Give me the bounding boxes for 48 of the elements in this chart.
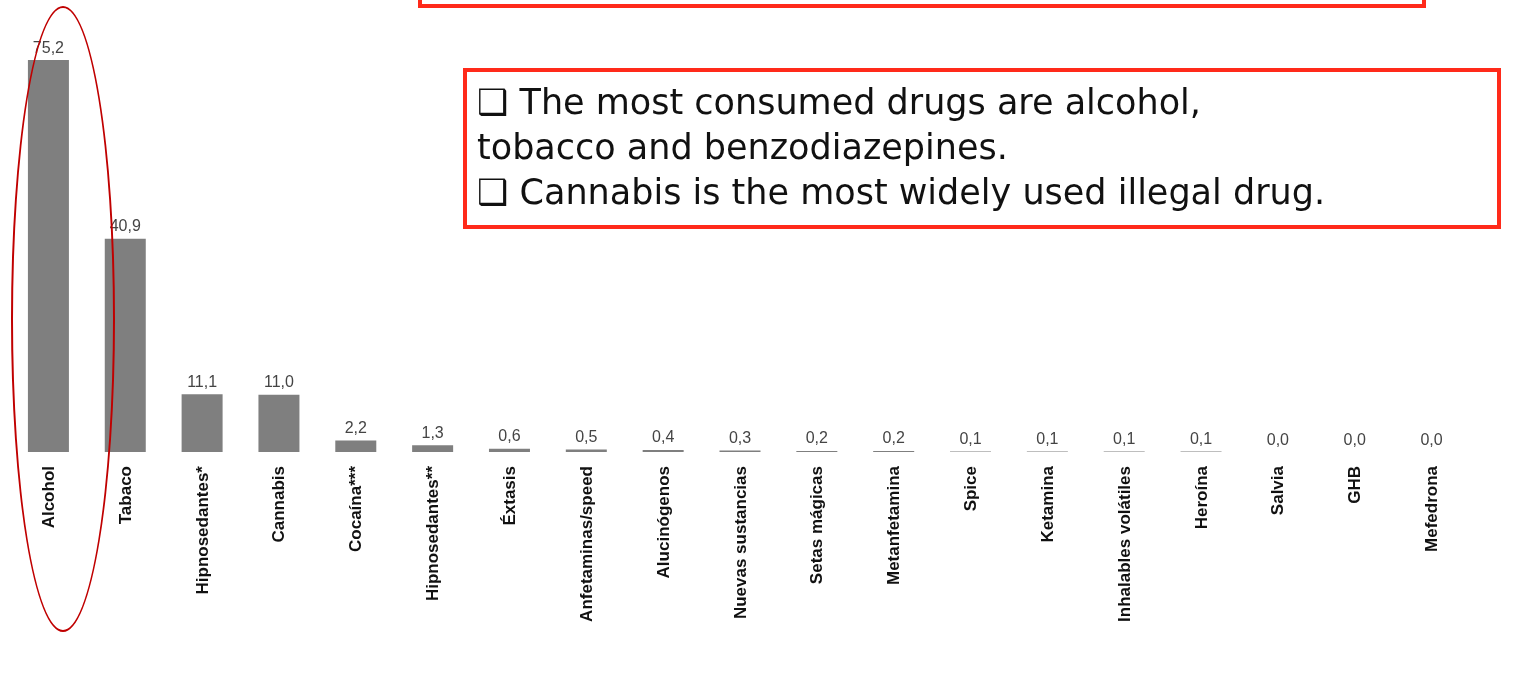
x-tick-label: Inhalables volátiles [1114,466,1134,622]
x-tick-label: Alcohol [38,466,58,529]
data-label: 0,6 [498,427,521,445]
bar [565,449,607,452]
bar [104,238,146,452]
x-tick-label: Ketamina [1037,465,1057,543]
annotation: ❑ The most consumed drugs are alcohol, tobacco and benzodiazepines. [477,81,1202,169]
data-label: 0,3 [728,428,752,446]
data-label: 11,0 [263,373,295,391]
x-tick-label: Éxtasis [499,466,519,526]
data-label: 0,2 [805,429,829,447]
data-label: 0,1 [1113,429,1136,447]
data-label: 11,1 [187,372,218,390]
data-label: 0,1 [1036,429,1059,447]
data-label: 1,3 [421,423,444,441]
x-tick-label: Spice [961,466,981,512]
data-label: 2,2 [344,419,368,437]
x-tick-label: Hipnosedantes** [423,465,443,602]
x-tick-label: Cocaína*** [346,465,366,552]
data-label: 0,0 [1343,430,1366,448]
bar [335,440,377,452]
x-tick-label: Tabaco [115,466,135,525]
x-tick-label: Metanfetamina [884,465,904,586]
text-box: ❑ The most consumed drugs are alcohol, tobacco and benzodiazepines. ❑ Cannabis is the most widely used illegal drug. [463,68,1501,229]
data-label: 0,4 [652,428,675,446]
x-tick-label: Heroína [1191,465,1211,530]
x-tick-label: Salvia [1268,465,1288,516]
x-tick-label: Alucinógenos [653,466,673,579]
bar [488,448,530,452]
annotation: ❑ Cannabis is the most widely used illegal drug. [477,171,1327,214]
x-tick-label: GHB [1345,466,1365,504]
x-tick-label: Mefedrona [1422,465,1442,552]
x-tick-label: Nuevas sustancias [730,466,750,620]
data-label: 0,1 [959,429,982,447]
bar [642,449,684,452]
bar [27,60,69,452]
data-label: 0,1 [1189,429,1213,447]
data-label: 0,2 [882,429,905,447]
data-label: 0,0 [1266,430,1290,448]
x-tick-label: Setas mágicas [807,466,827,585]
data-label: 0,0 [1420,430,1443,448]
bar [412,445,454,452]
x-tick-label: Hipnosedantes* [192,465,212,595]
bar [258,394,300,452]
bar [181,394,223,452]
x-tick-label: Cannabis [269,466,289,543]
x-tick-label: Anfetaminas/speed [576,466,596,622]
data-label: 0,5 [575,427,598,445]
